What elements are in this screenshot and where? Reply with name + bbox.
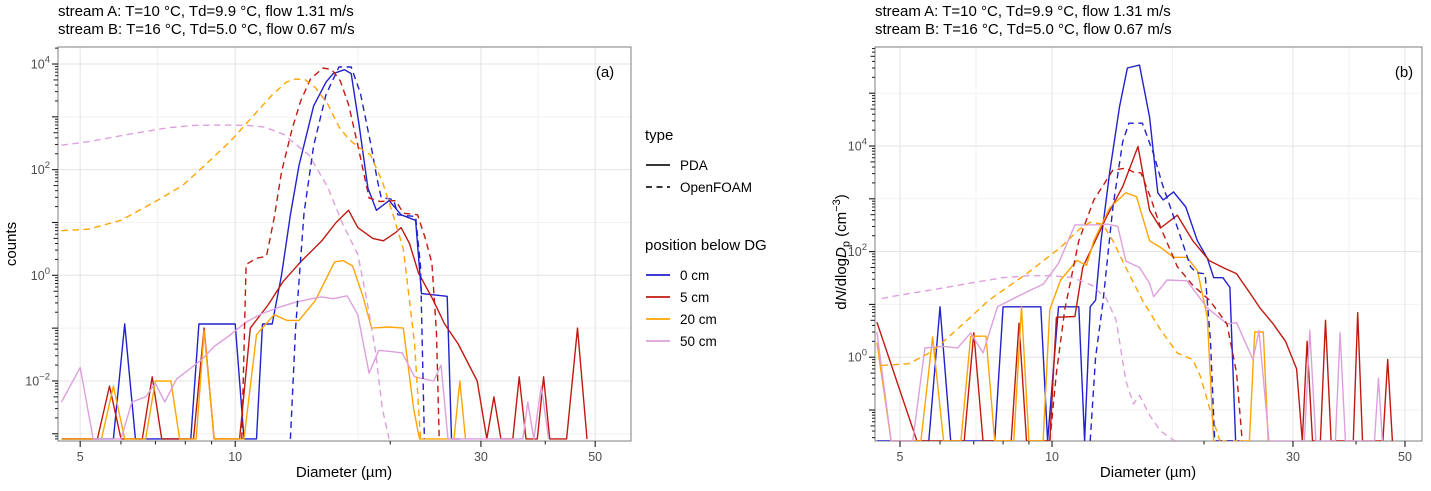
5cm-line-key-icon <box>646 296 670 298</box>
x-axis-tick-label: 10 <box>1045 450 1059 464</box>
y-axis-tick-label: 100 <box>31 266 50 283</box>
panel-b-title-line2: stream B: T=16 °C, Td=5.0 °C, flow 0.67 … <box>875 21 1172 38</box>
series-a-5cm-OpenFOAM <box>241 67 440 439</box>
panel-a-yaxis-title: counts <box>3 222 20 266</box>
panel-b-border <box>874 46 1423 442</box>
panel-b-background <box>875 47 1422 441</box>
legend-type-title: type <box>645 127 674 144</box>
series-a-0cm-OpenFOAM <box>289 66 426 439</box>
series-a-20cm-PDA <box>61 259 467 440</box>
series-b-50cm-OpenFOAM <box>881 275 1176 441</box>
legend-item-label: OpenFOAM <box>680 179 753 195</box>
series-a-50cm-OpenFOAM <box>61 124 390 440</box>
panel-b-title-line1: stream A: T=10 °C, Td=9.9 °C, flow 1.31 … <box>875 3 1171 20</box>
series-b-5cm-OpenFOAM <box>1049 167 1243 441</box>
panel-a-title-line1: stream A: T=10 °C, Td=9.9 °C, flow 1.31 … <box>58 3 354 20</box>
series-b-20cm-PDA <box>876 192 1269 441</box>
series-a-0cm-PDA <box>61 68 460 440</box>
legend-item-50cm: 50 cm <box>645 333 815 349</box>
panel-a-xaxis-title: Diameter (µm) <box>296 464 392 481</box>
legend-item-pda: PDA <box>645 157 815 173</box>
legend-item-label: 0 cm <box>680 267 710 283</box>
panel-a-background <box>58 47 631 441</box>
pda-line-key-icon <box>646 164 670 166</box>
y-axis-tick-label: 104 <box>848 137 867 154</box>
x-axis-tick-label: 10 <box>228 450 242 464</box>
series-b-5cm-PDA <box>876 145 1394 441</box>
panel-b-yaxis-title: dN/dlogDp (cm−3) <box>831 194 853 309</box>
openfoam-dashed-line-key-icon <box>646 186 670 188</box>
panel-b-letter: (b) <box>1395 64 1413 81</box>
x-axis-tick-label: 5 <box>897 450 904 464</box>
y-axis-tick-label: 100 <box>848 348 867 365</box>
panel-b-xaxis-title: Diameter (µm) <box>1100 464 1196 481</box>
y-axis-tick-label: 102 <box>848 242 867 259</box>
series-b-0cm-PDA <box>876 64 1237 441</box>
y-axis-tick-label: 10−2 <box>25 371 50 388</box>
legend-item-label: 5 cm <box>680 289 710 305</box>
legend-item-label: 50 cm <box>680 333 717 349</box>
legend-item-0cm: 0 cm <box>645 267 815 283</box>
x-axis-tick-label: 50 <box>588 450 602 464</box>
legend-item-label: PDA <box>680 157 708 173</box>
0cm-line-key-icon <box>646 274 670 276</box>
legend-item-5cm: 5 cm <box>645 289 815 305</box>
series-a-20cm-OpenFOAM <box>61 78 422 439</box>
panel-a-letter: (a) <box>596 64 614 81</box>
x-axis-tick-label: 5 <box>77 450 84 464</box>
50cm-line-key-icon <box>646 340 670 342</box>
20cm-line-key-icon <box>646 318 670 320</box>
y-axis-tick-label: 104 <box>31 55 50 72</box>
series-a-50cm-PDA <box>60 295 550 440</box>
y-axis-tick-label: 102 <box>31 160 50 177</box>
legend-position-title: position below DG <box>645 237 767 254</box>
series-b-20cm-OpenFOAM <box>881 221 1221 441</box>
legend-item-openfoam: OpenFOAM <box>645 179 815 195</box>
legend: type PDA OpenFOAM position below DG 0 cm… <box>645 128 815 356</box>
x-axis-tick-label: 30 <box>474 450 488 464</box>
series-b-50cm-PDA <box>876 223 1384 441</box>
x-axis-tick-label: 30 <box>1286 450 1300 464</box>
panel-a-title-line2: stream B: T=16 °C, Td=5.0 °C, flow 0.67 … <box>58 21 355 38</box>
legend-item-label: 20 cm <box>680 311 717 327</box>
legend-item-20cm: 20 cm <box>645 311 815 327</box>
x-axis-tick-label: 50 <box>1398 450 1412 464</box>
